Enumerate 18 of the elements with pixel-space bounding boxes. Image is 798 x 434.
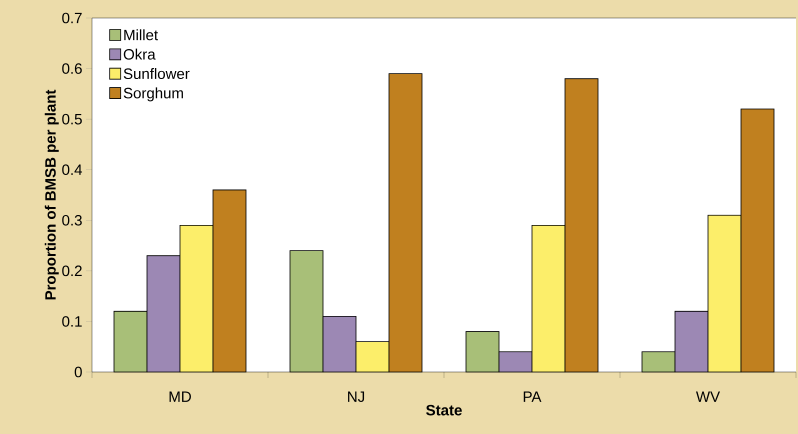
y-tick-label: 0.2: [62, 266, 82, 276]
y-tick-label: 0.6: [62, 63, 82, 74]
y-tick-label: 0.1: [62, 316, 82, 327]
x-tick-label: PA: [524, 392, 542, 402]
x-tick-label: MD: [170, 392, 191, 402]
y-tick-label: 0.7: [62, 12, 82, 24]
y-tick-label: 0.4: [62, 164, 82, 176]
x-tick-label: WV: [696, 392, 720, 402]
x-axis-title: State: [426, 404, 462, 416]
y-tick-label: 0: [74, 366, 82, 378]
y-axis-title: Proportion of BMSB per plant: [44, 90, 59, 300]
legend-label: Sorghum: [124, 87, 183, 102]
legend-label: Sunflower: [124, 68, 190, 80]
x-tick-label: NJ: [348, 392, 364, 402]
legend-label: Okra: [124, 48, 156, 60]
y-tick-label: 0.3: [62, 214, 82, 226]
y-tick-label: 0.5: [62, 114, 82, 124]
legend-label: Millet: [124, 29, 158, 40]
